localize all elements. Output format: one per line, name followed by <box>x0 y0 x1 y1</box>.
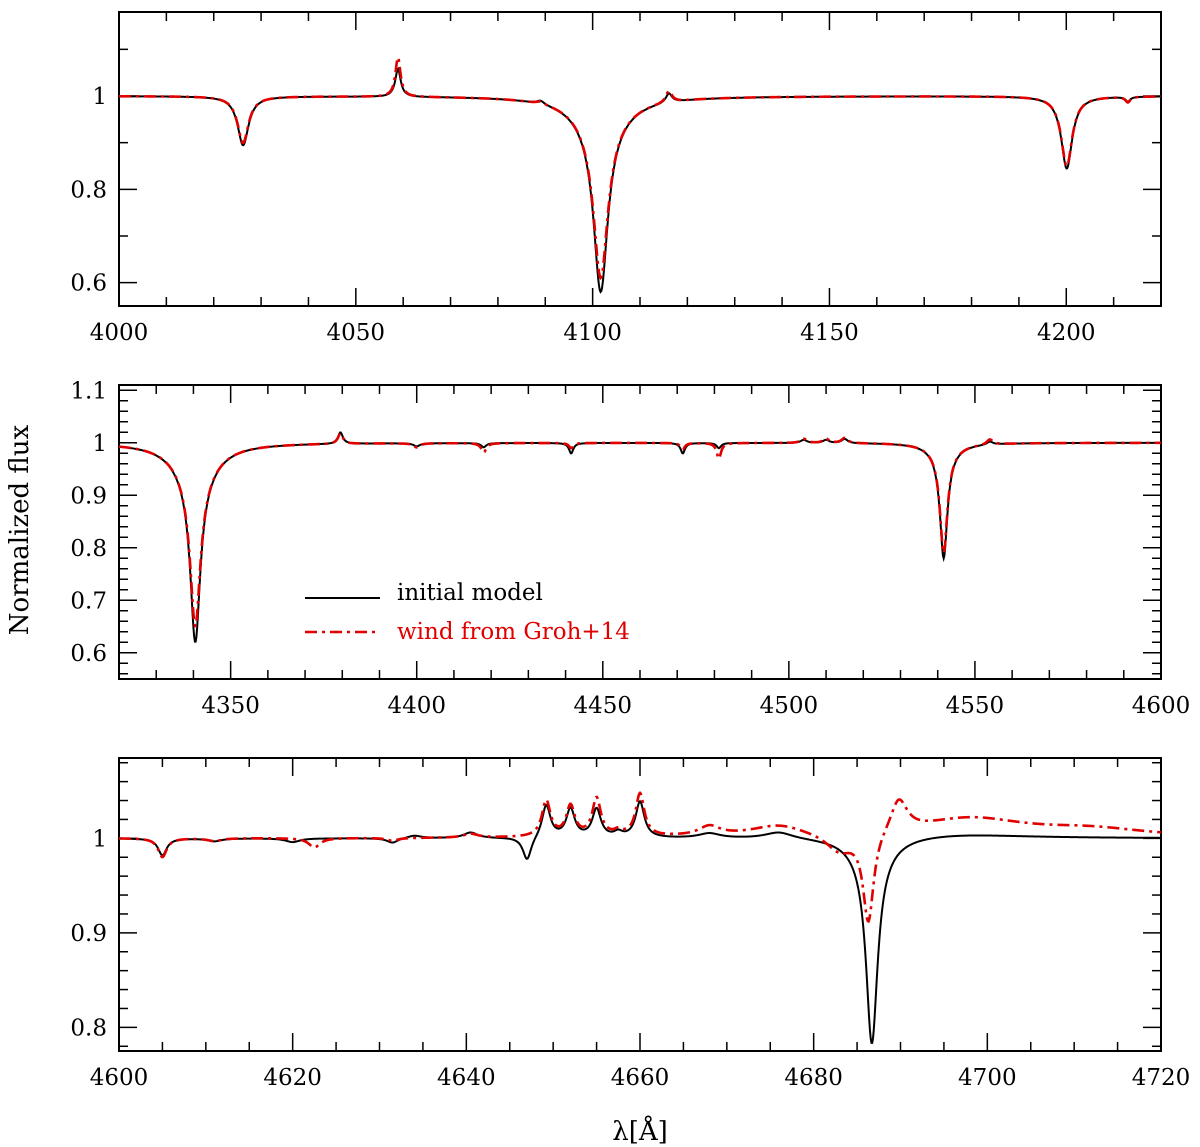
y-tick-label: 0.9 <box>70 483 107 509</box>
panel-bottom: 4600 4620 4640 4660 4680 4700 4720 0.8 0.9 1 <box>70 757 1191 1091</box>
series-wind-groh14 <box>119 53 1161 281</box>
x-tick-label: 4620 <box>263 1065 322 1091</box>
x-tick-label: 4720 <box>1132 1065 1191 1091</box>
series-wind-groh14 <box>119 432 1161 628</box>
y-tick-label: 1.1 <box>70 378 107 404</box>
x-tick-label: 4550 <box>946 693 1005 719</box>
legend-label-initial-model: initial model <box>397 580 543 606</box>
panel-middle: 4350 4400 4450 4500 4550 4600 0.6 0.7 0.8 0.9 1 1.1 <box>70 378 1190 719</box>
x-tick-label: 4050 <box>327 320 386 346</box>
x-tick-label: 4400 <box>387 693 446 719</box>
y-axis-label: Normalized flux <box>5 424 35 635</box>
legend-label-wind-model: wind from Groh+14 <box>397 619 630 645</box>
panel-top: 4000 4050 4100 4150 4200 0.6 0.8 1 <box>70 11 1162 346</box>
x-tick-label: 4680 <box>784 1065 843 1091</box>
series-initial-model <box>119 431 1161 643</box>
y-tick-label: 0.9 <box>70 921 107 947</box>
x-tick-label: 4200 <box>1037 320 1096 346</box>
y-tick-label: 0.8 <box>70 177 107 203</box>
x-tick-label: 4350 <box>201 693 260 719</box>
x-tick-label: 4450 <box>574 693 633 719</box>
series-initial-model <box>119 67 1161 294</box>
y-tick-label: 0.6 <box>70 271 107 297</box>
y-tick-label: 0.8 <box>70 536 107 562</box>
x-tick-label: 4640 <box>437 1065 496 1091</box>
y-tick-label: 1 <box>92 84 107 110</box>
legend: initial model wind from Groh+14 <box>305 580 630 645</box>
series-wind-groh14 <box>119 790 1161 924</box>
x-tick-label: 4500 <box>760 693 819 719</box>
x-tick-label: 4700 <box>958 1065 1017 1091</box>
plot-frame <box>118 384 1162 680</box>
x-tick-label: 4100 <box>563 320 622 346</box>
x-tick-label: 4600 <box>90 1065 149 1091</box>
x-tick-label: 4600 <box>1132 693 1191 719</box>
y-tick-label: 0.8 <box>70 1015 107 1041</box>
y-tick-label: 1 <box>92 826 107 852</box>
x-axis-label: λ[Å] <box>612 1115 668 1147</box>
y-tick-label: 0.7 <box>70 588 107 614</box>
y-tick-label: 0.6 <box>70 641 107 667</box>
y-tick-label: 1 <box>92 431 107 457</box>
plot-frame <box>118 11 1162 307</box>
x-tick-label: 4660 <box>611 1065 670 1091</box>
x-tick-label: 4150 <box>800 320 859 346</box>
x-tick-label: 4000 <box>90 320 149 346</box>
series-initial-model <box>119 799 1161 1044</box>
